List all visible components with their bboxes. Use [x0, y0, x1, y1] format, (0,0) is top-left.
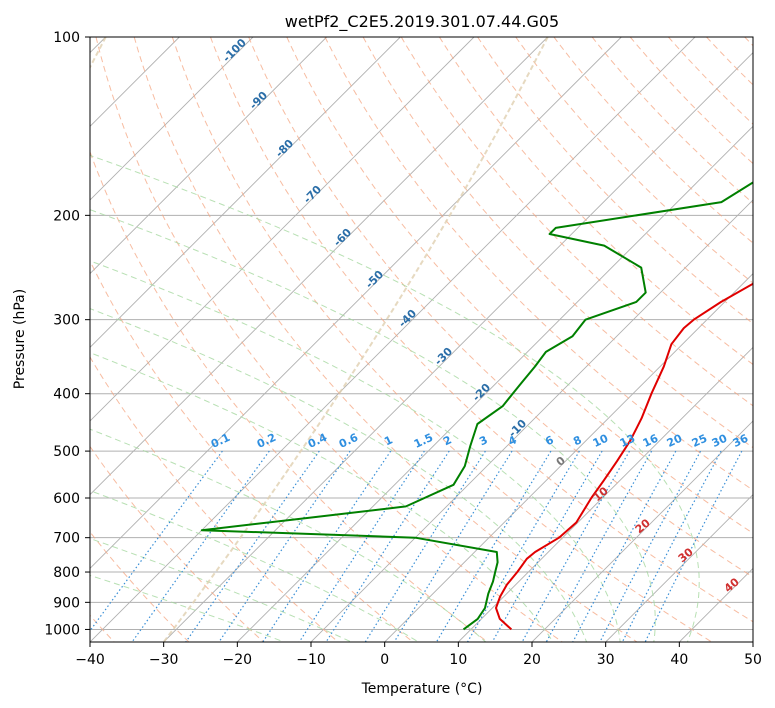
- isotherm: [237, 125, 753, 642]
- x-axis: −40 −30 −20 −10 0 10 20 30 40 50: [75, 642, 762, 668]
- x-tick-label: −30: [149, 652, 179, 668]
- isotherm: [90, 37, 548, 496]
- y-tick-label: 800: [53, 565, 80, 581]
- x-tick-label: −10: [296, 652, 326, 668]
- background-lines: [90, 37, 753, 642]
- y-tick-label: 900: [53, 595, 80, 611]
- y-axis: 100 200 300 400 500 600 700 800 900 1000: [44, 30, 90, 638]
- y-tick-label: 600: [53, 491, 80, 507]
- isotherm: [90, 37, 475, 422]
- x-tick-label: 10: [449, 652, 467, 668]
- mixing-ratio-line: [298, 450, 425, 642]
- isotherm: [90, 37, 254, 201]
- plot-area: -100-90-80-70-60-50-40-30-20-100.1 0.2 0.4…: [89, 36, 754, 643]
- x-tick-label: 40: [670, 652, 688, 668]
- dry-adiabat: [400, 37, 753, 407]
- dry-adiabat: [286, 37, 753, 534]
- isotherm: [163, 52, 753, 642]
- dry-adiabat: [438, 37, 753, 366]
- dry-adiabat: [553, 37, 753, 244]
- mixing-ratio-line: [545, 450, 653, 642]
- moist-adiabat: [90, 260, 621, 642]
- mixing-ratio-label: 25: [690, 432, 709, 450]
- isotherm: [90, 37, 696, 642]
- mixing-ratio-line: [218, 450, 351, 642]
- chart-title: wetPf2_C2E5.2019.301.07.44.G05: [285, 12, 559, 32]
- mixing-ratio-line: [621, 450, 722, 642]
- y-tick-label: 200: [53, 208, 80, 224]
- dry-adiabat: [90, 259, 414, 642]
- dry-adiabat: [210, 37, 753, 623]
- y-tick-label: 1000: [44, 622, 80, 638]
- dry-adiabat: [90, 445, 264, 642]
- dry-adiabat: [248, 37, 753, 578]
- mixing-ratio-label: 10: [591, 432, 611, 450]
- mixing-ratio-line: [393, 450, 513, 642]
- x-tick-label: 50: [744, 652, 762, 668]
- y-tick-label: 700: [53, 531, 80, 547]
- mixing-ratio-line: [491, 450, 603, 642]
- x-tick-label: −20: [223, 652, 253, 668]
- isotherm: [384, 273, 753, 642]
- dry-adiabat: [171, 37, 712, 642]
- x-axis-label: Temperature (°C): [361, 681, 483, 697]
- mixing-ratio-line: [599, 450, 702, 642]
- moist-adiabat: [90, 490, 419, 642]
- x-tick-label: −40: [75, 652, 105, 668]
- x-tick-label: 20: [523, 652, 541, 668]
- x-tick-label: 0: [380, 652, 389, 668]
- dry-adiabat: [362, 37, 753, 449]
- dry-adiabat: [591, 37, 753, 204]
- plot-background: [90, 37, 753, 642]
- series-layer: [200, 181, 753, 631]
- dry-adiabat: [90, 356, 339, 642]
- mixing-ratio-line: [644, 450, 743, 642]
- mixing-ratio-label: 30: [710, 432, 730, 450]
- mixing-ratio-line: [90, 450, 223, 632]
- y-axis-label: Pressure (hPa): [12, 289, 28, 389]
- isotherm: [605, 494, 753, 642]
- isotherm: [90, 37, 327, 275]
- y-tick-label: 100: [53, 30, 80, 46]
- isotherm: [90, 37, 622, 569]
- mixing-ratio-line: [262, 450, 392, 642]
- dewpoint-line: [200, 181, 753, 631]
- temperature-line: [495, 282, 753, 631]
- moist-adiabat: [90, 154, 700, 642]
- saturation-arc: [162, 37, 549, 642]
- isotherm: [752, 641, 753, 642]
- moist-adiabat: [90, 428, 487, 642]
- mixing-ratio-label: 13: [618, 432, 637, 450]
- y-tick-label: 300: [53, 313, 80, 329]
- dry-adiabat: [133, 37, 638, 642]
- isotherm: [531, 420, 753, 642]
- y-tick-label: 400: [53, 387, 80, 403]
- mixing-ratio-line: [572, 450, 677, 642]
- mixing-ratio-label: 36: [731, 432, 751, 450]
- dry-adiabat: [324, 37, 753, 491]
- mixing-ratio-label: 16: [641, 432, 661, 450]
- y-tick-label: 500: [53, 444, 80, 460]
- plot-frame: [89, 36, 754, 643]
- mixing-ratio-label: 20: [665, 432, 685, 450]
- x-tick-label: 30: [597, 652, 615, 668]
- isotherm: [90, 37, 401, 348]
- mixing-ratio-line: [185, 450, 320, 642]
- mixing-ratio-line: [521, 450, 631, 642]
- moist-adiabat: [90, 537, 352, 642]
- isotherm: [458, 346, 753, 642]
- moist-adiabat: [90, 308, 588, 642]
